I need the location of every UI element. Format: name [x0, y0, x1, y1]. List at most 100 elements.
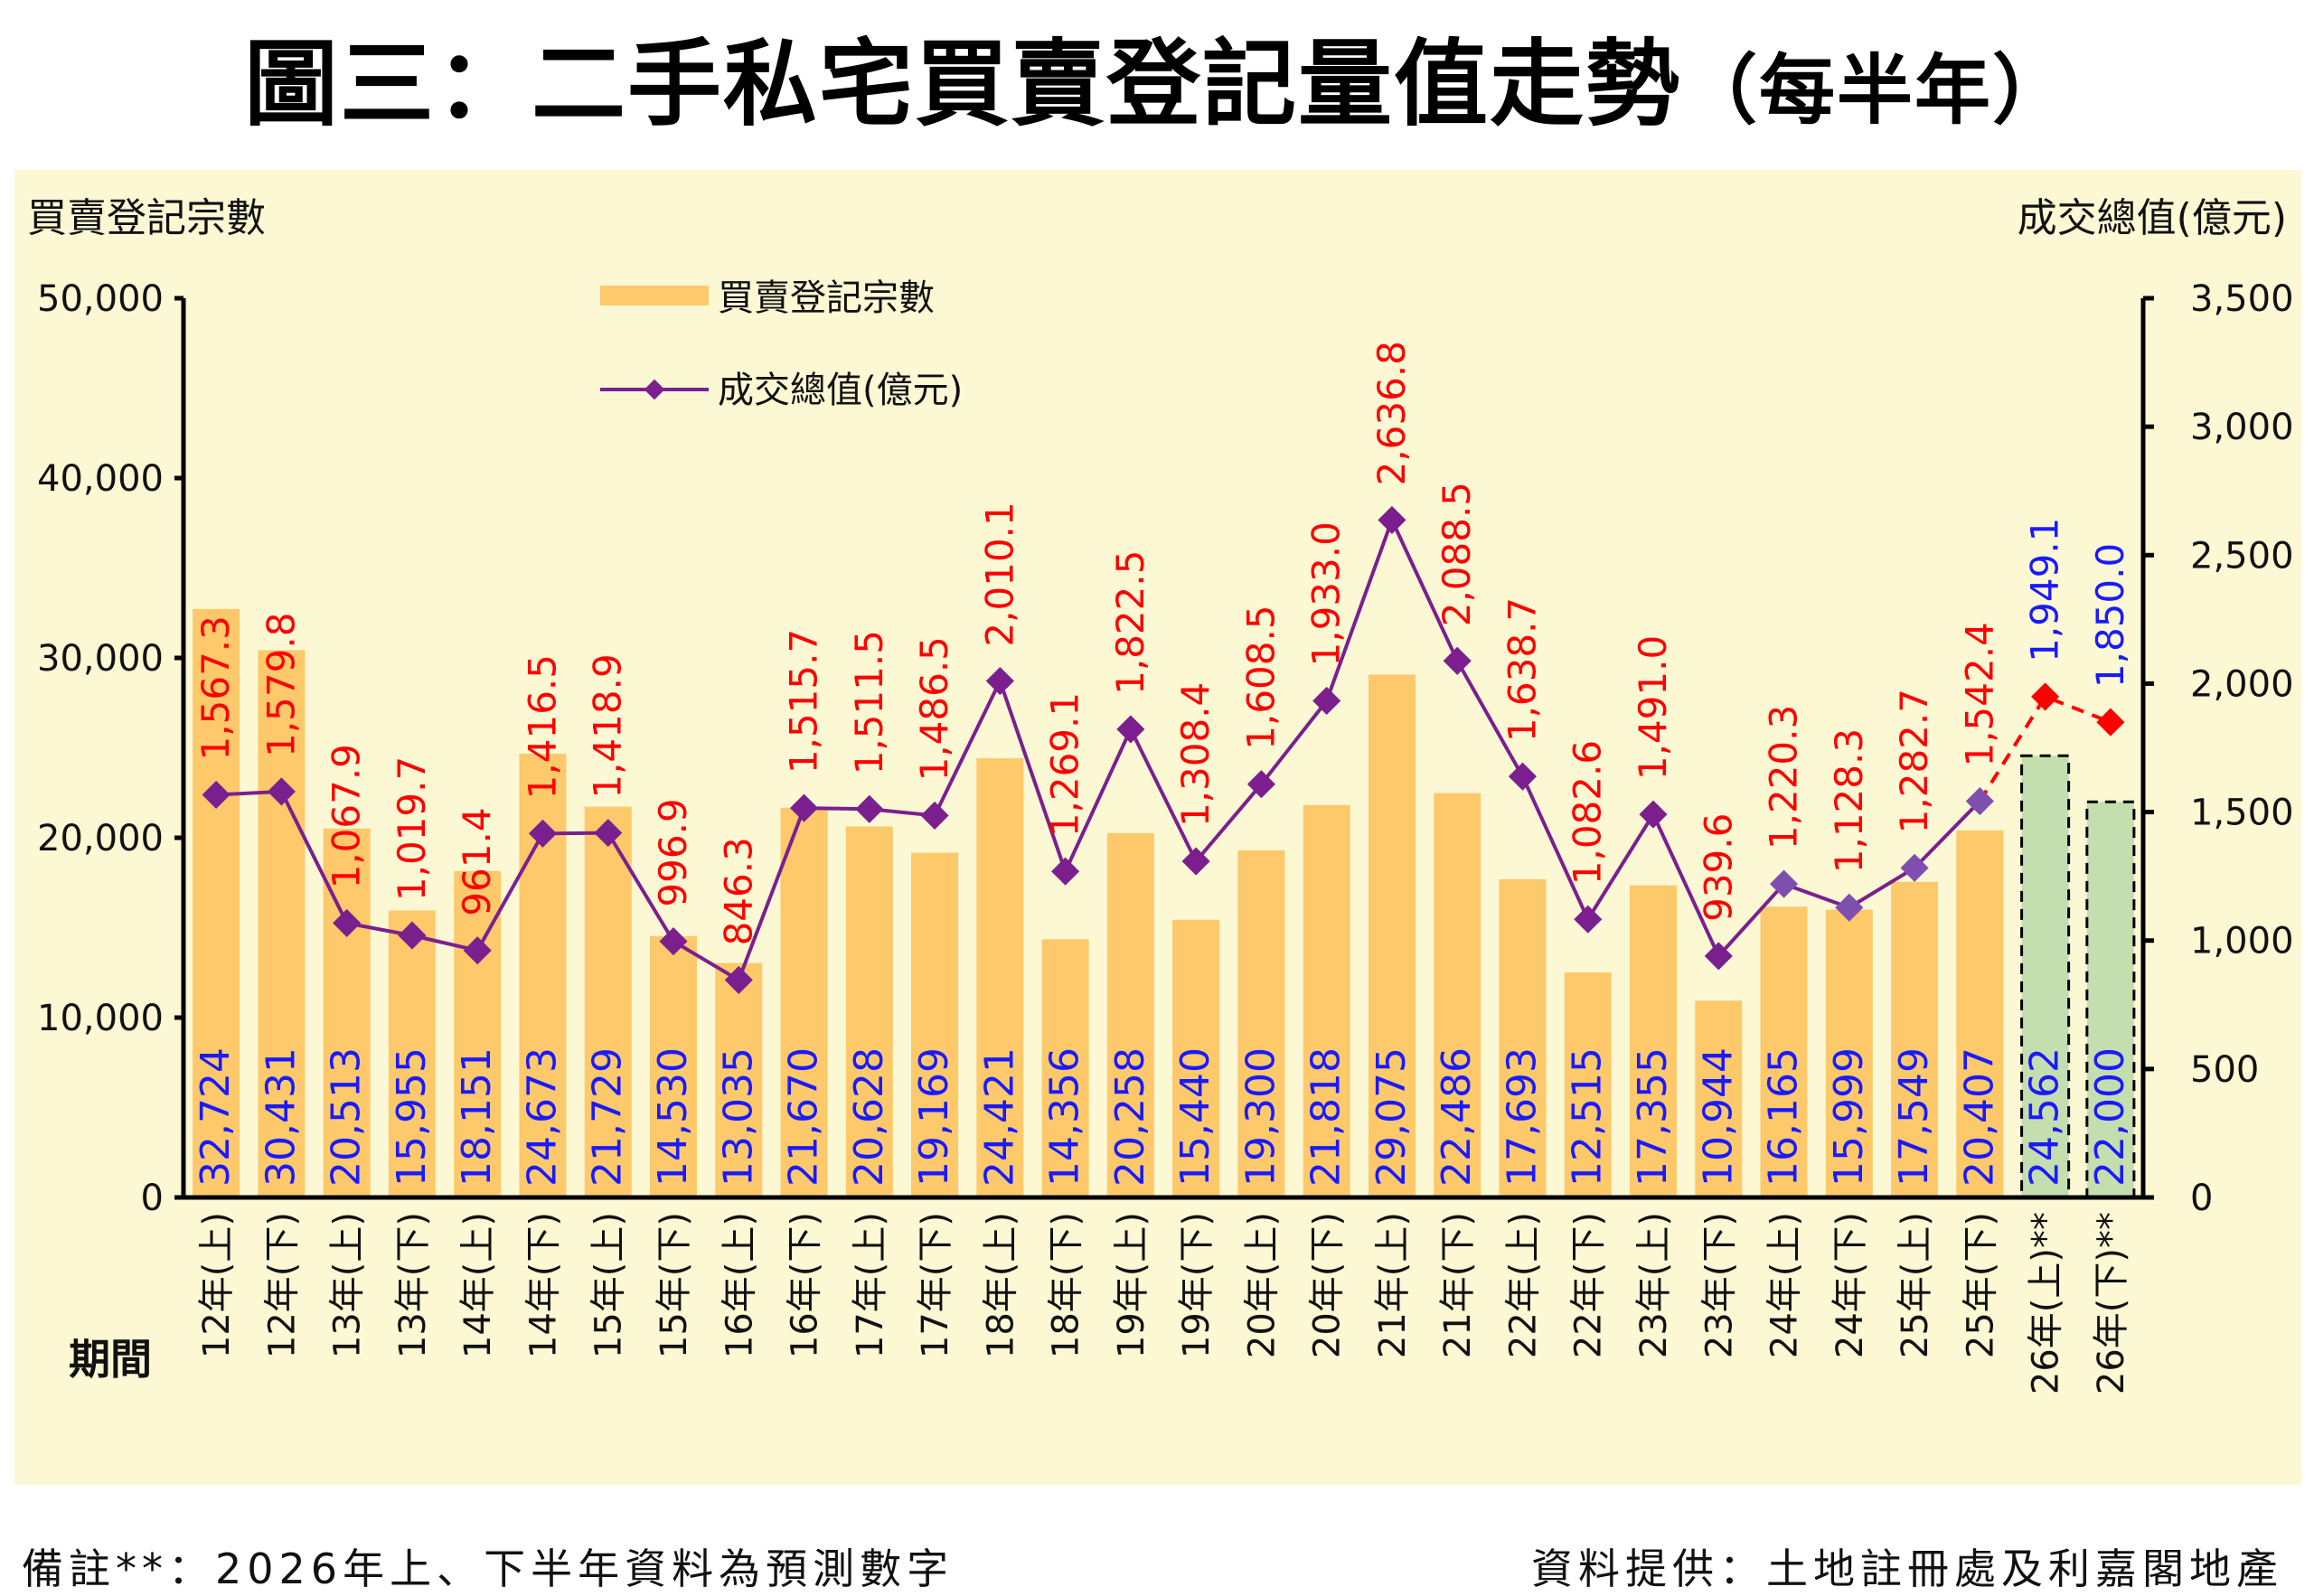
- line-path: [216, 515, 1981, 983]
- line-value-label: 1,638.7: [1500, 597, 1544, 742]
- x-axis-label: 期間: [69, 1335, 152, 1384]
- bar: [2085, 800, 2136, 1199]
- bar-value-label: 24,673: [519, 1047, 565, 1187]
- y-left-tick-label: 30,000: [37, 638, 164, 680]
- bar-value-label: 16,165: [1761, 1047, 1807, 1187]
- y-right-tick-label: 3,000: [2190, 407, 2294, 448]
- x-tick-label: 25年(上): [1895, 1212, 1936, 1358]
- line-value-label: 1,515.7: [782, 629, 826, 774]
- bar: [780, 807, 828, 1197]
- line-value-label: 1,416.5: [520, 654, 564, 799]
- x-axis-tick-labels: 12年(上) 12年(下) 13年(上) 13年(下) 14年(上) 14年(下) 15年(…: [196, 1212, 2132, 1394]
- bar-value-label: 17,693: [1499, 1047, 1545, 1187]
- bar: [1434, 793, 1482, 1197]
- line-value-label: 1,308.4: [1173, 682, 1218, 827]
- line-point: [2031, 682, 2060, 711]
- line-value-label: 1,567.3: [193, 615, 238, 760]
- line-value-label: 939.6: [1696, 813, 1740, 922]
- bar: [1956, 830, 2004, 1197]
- line-value-label: 1,269.1: [1043, 692, 1087, 837]
- line-value-label: 1,933.0: [1304, 521, 1349, 666]
- bar-value-label: 21,670: [781, 1047, 827, 1187]
- x-tick-label: 19年(下): [1176, 1212, 1218, 1358]
- x-tick-label: 13年(上): [327, 1212, 369, 1358]
- bar-value-label: 15,999: [1826, 1047, 1872, 1187]
- line-value-label: 961.4: [455, 807, 499, 915]
- y-axis-right-label: 成交總值(億元): [2018, 195, 2287, 241]
- y-right-tick-label: 3,500: [2190, 278, 2294, 320]
- y-right-tick-label: 1,000: [2190, 921, 2294, 962]
- bar: [1303, 804, 1350, 1197]
- bar: [1041, 939, 1089, 1197]
- line-point: [985, 667, 1014, 696]
- y-right-tick-label: 1,500: [2190, 793, 2294, 834]
- x-tick-label: 23年(下): [1698, 1212, 1740, 1358]
- line-value-label: 1,418.9: [586, 653, 630, 798]
- line-value-label: 1,067.9: [325, 744, 369, 888]
- bar-series: [193, 608, 2136, 1199]
- line-point: [333, 908, 362, 937]
- line-value-label: 1,949.1: [2023, 518, 2067, 662]
- bar: [1695, 1000, 1743, 1197]
- bar-value-label: 32,724: [193, 1047, 239, 1187]
- bar: [193, 608, 240, 1197]
- line-value-label: 1,608.5: [1238, 605, 1283, 749]
- y-right-tick-label: 500: [2190, 1049, 2259, 1091]
- bar-value-label: 14,530: [650, 1047, 696, 1187]
- line-point: [1508, 762, 1538, 791]
- bar: [1760, 906, 1808, 1197]
- bar-value-labels: 32,724 30,431 20,513 15,955 18,151 24,673 21,7…: [193, 1047, 2133, 1187]
- legend-line-marker: [644, 379, 665, 400]
- x-tick-label: 16年(下): [785, 1212, 826, 1358]
- bar: [1499, 878, 1547, 1197]
- bar: [715, 962, 763, 1197]
- line-point: [1965, 786, 1994, 816]
- x-tick-label: 21年(上): [1372, 1212, 1414, 1358]
- x-tick-label: 24年(上): [1764, 1212, 1806, 1358]
- title-suffix: （每半年）: [1681, 46, 2071, 135]
- x-tick-label: 13年(下): [392, 1212, 434, 1358]
- line-value-label: 1,019.7: [390, 756, 434, 901]
- line-point: [398, 921, 427, 950]
- bar: [911, 852, 959, 1197]
- bar: [1368, 674, 1416, 1197]
- x-tick-label: 12年(上): [196, 1212, 238, 1358]
- source-credit: 資料提供：土地註冊處及利嘉閣地產: [1531, 1544, 2283, 1593]
- bar: [388, 910, 436, 1197]
- x-tick-label: 22年(下): [1568, 1212, 1610, 1358]
- y-right-tick-label: 0: [2190, 1178, 2213, 1219]
- line-value-label: 2,010.1: [977, 502, 1021, 646]
- x-tick-label: 20年(上): [1241, 1212, 1283, 1358]
- line-value-label: 846.3: [716, 837, 760, 945]
- line-point: [724, 965, 753, 994]
- line-value-label: 1,486.5: [912, 636, 956, 781]
- x-tick-label: 22年(上): [1502, 1212, 1544, 1358]
- y-left-tick-label: 40,000: [37, 458, 164, 500]
- line-point: [1574, 905, 1603, 934]
- line-point: [920, 801, 949, 830]
- bar-value-label: 13,035: [715, 1047, 761, 1187]
- legend: 買賣登記宗數 成交總值(億元): [600, 277, 963, 411]
- line-point: [1378, 505, 1406, 534]
- x-tick-label: 23年(上): [1633, 1212, 1675, 1358]
- line-value-label: 1,579.8: [259, 613, 303, 757]
- x-tick-label: 15年(上): [588, 1212, 630, 1358]
- bar-value-label: 29,075: [1369, 1047, 1415, 1187]
- line-value-label: 1,082.6: [1566, 740, 1610, 885]
- bar-value-label: 20,407: [1956, 1047, 2002, 1187]
- bar-value-label: 12,515: [1565, 1047, 1611, 1187]
- x-tick-label: 17年(下): [915, 1212, 956, 1358]
- line-point: [855, 794, 884, 823]
- x-tick-label: 18年(上): [980, 1212, 1021, 1358]
- x-tick-label: 24年(下): [1830, 1212, 1871, 1358]
- y-axis-left-label: 買賣登記宗數: [27, 195, 266, 241]
- x-tick-label: 15年(下): [654, 1212, 695, 1358]
- x-tick-label: 14年(上): [457, 1212, 499, 1358]
- line-value-label: 1,850.0: [2088, 543, 2132, 688]
- chart-panel: 買賣登記宗數 成交總值(億元) 期間 0 10,000 20,000 30,000 40…: [14, 170, 2301, 1485]
- bar-value-label: 22,000: [2087, 1047, 2133, 1187]
- x-tick-label: 18年(下): [1046, 1212, 1087, 1358]
- bar-value-label: 14,356: [1042, 1047, 1088, 1187]
- bar-value-label: 30,431: [258, 1047, 304, 1187]
- bar: [1891, 881, 1939, 1197]
